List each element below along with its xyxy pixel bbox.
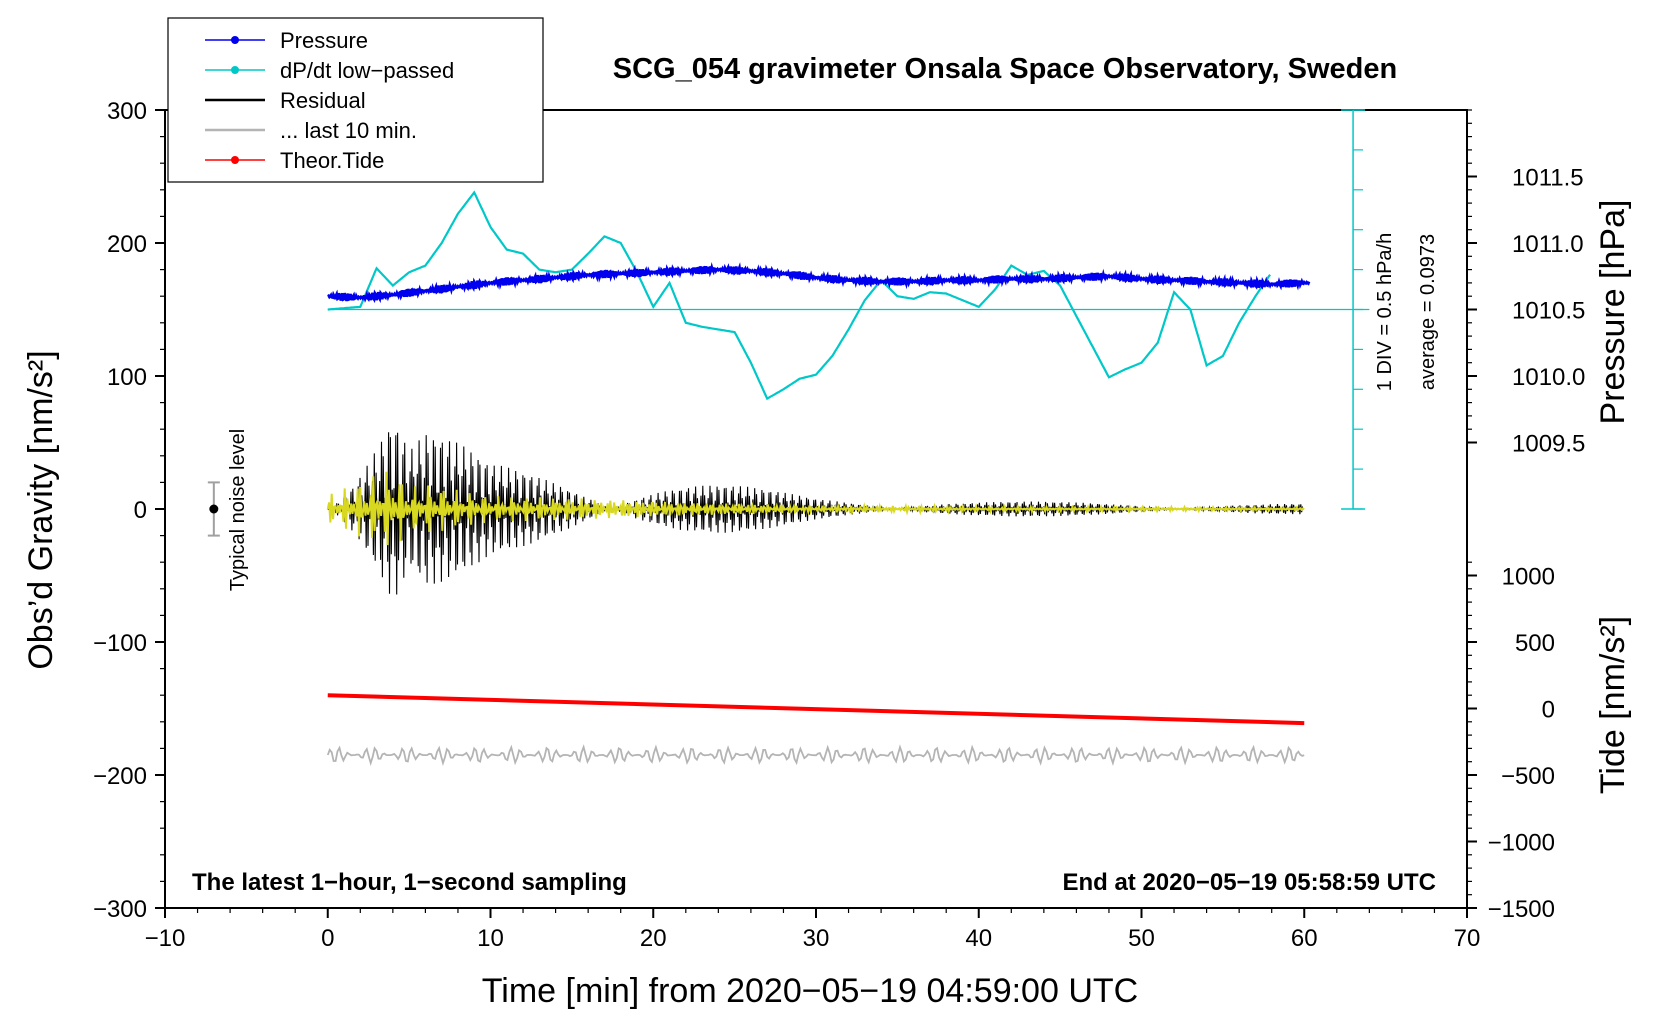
pressure-tick-label: 1010.5 — [1512, 298, 1585, 325]
tide-tick-label: −1500 — [1488, 896, 1555, 923]
x-tick-label: −10 — [145, 925, 186, 952]
dpdt-series-line — [327, 190, 1271, 401]
y-tick-label: 300 — [107, 98, 147, 125]
noise-level-marker — [207, 481, 220, 537]
sampling-note: The latest 1−hour, 1−second sampling — [192, 869, 627, 896]
y-tick-label: −300 — [93, 896, 147, 923]
pressure-axis-ticks: 1011.5 1011.0 1010.5 1010.0 1009.5 — [1467, 109, 1585, 458]
y-axis-label: Obs’d Gravity [nm/s²] — [22, 350, 60, 669]
x-tick-label: 10 — [477, 925, 504, 952]
tide-series-line — [327, 693, 1305, 726]
end-time-note: End at 2020−05−19 05:58:59 UTC — [1062, 869, 1436, 896]
series-group — [326, 190, 1311, 767]
noise-level-label: Typical noise level — [227, 429, 249, 591]
svg-text:Residual: Residual — [280, 88, 366, 113]
y-tick-label: 100 — [107, 364, 147, 391]
dpdt-scale-bar — [327, 109, 1370, 510]
pressure-tick-label: 1010.0 — [1512, 364, 1585, 391]
x-axis-ticks: −10 0 10 20 30 40 50 60 70 — [145, 908, 1481, 952]
last10min-series-line — [326, 744, 1305, 767]
y-tick-label: 0 — [134, 497, 147, 524]
noise-level-point — [209, 504, 219, 514]
tide-tick-label: −1000 — [1488, 830, 1555, 857]
pressure-tick-label: 1011.0 — [1512, 231, 1584, 258]
tide-tick-label: 1000 — [1502, 564, 1555, 591]
y-axis-ticks: 300 200 100 0 −100 −200 −300 — [93, 98, 165, 923]
tide-tick-label: 0 — [1542, 697, 1555, 724]
tide-tick-label: −500 — [1501, 763, 1555, 790]
svg-text:dP/dt low−passed: dP/dt low−passed — [280, 58, 454, 83]
legend-item-dpdt: dP/dt low−passed — [205, 58, 454, 83]
dpdt-div-label: 1 DIV = 0.5 hPa/h — [1374, 233, 1396, 391]
legend: Pressure dP/dt low−passed Residual ... l… — [167, 17, 544, 183]
y-tick-label: −200 — [93, 763, 147, 790]
legend-item-last10min: ... last 10 min. — [205, 118, 417, 143]
x-tick-label: 60 — [1291, 925, 1318, 952]
chart-title: SCG_054 gravimeter Onsala Space Observat… — [613, 53, 1397, 85]
tide-axis-label: Tide [nm/s²] — [1594, 616, 1632, 794]
x-tick-label: 50 — [1128, 925, 1155, 952]
tide-tick-label: 500 — [1515, 630, 1555, 657]
x-tick-label: 70 — [1454, 925, 1481, 952]
pressure-tick-label: 1009.5 — [1512, 431, 1585, 458]
pressure-axis-label: Pressure [hPa] — [1594, 200, 1632, 425]
legend-item-tide: Theor.Tide — [205, 148, 384, 173]
dpdt-average-label: average = 0.0973 — [1417, 234, 1439, 390]
legend-item-pressure: Pressure — [205, 28, 368, 53]
svg-text:... last 10 min.: ... last 10 min. — [280, 118, 417, 143]
tide-axis-ticks: 1000 500 0 −500 −1000 −1500 — [1467, 561, 1555, 923]
pressure-tick-label: 1011.5 — [1512, 165, 1584, 192]
svg-text:Theor.Tide: Theor.Tide — [280, 148, 384, 173]
pressure-series-line — [327, 262, 1311, 304]
x-tick-label: 20 — [640, 925, 667, 952]
y-tick-label: 200 — [107, 231, 147, 258]
x-tick-label: 0 — [321, 925, 334, 952]
y-tick-label: −100 — [93, 630, 147, 657]
svg-text:Pressure: Pressure — [280, 28, 368, 53]
legend-item-residual: Residual — [205, 88, 366, 113]
x-axis-label: Time [min] from 2020−05−19 04:59:00 UTC — [482, 972, 1138, 1010]
residual-smoothed-line — [326, 471, 1305, 546]
x-tick-label: 30 — [803, 925, 830, 952]
x-tick-label: 40 — [965, 925, 992, 952]
